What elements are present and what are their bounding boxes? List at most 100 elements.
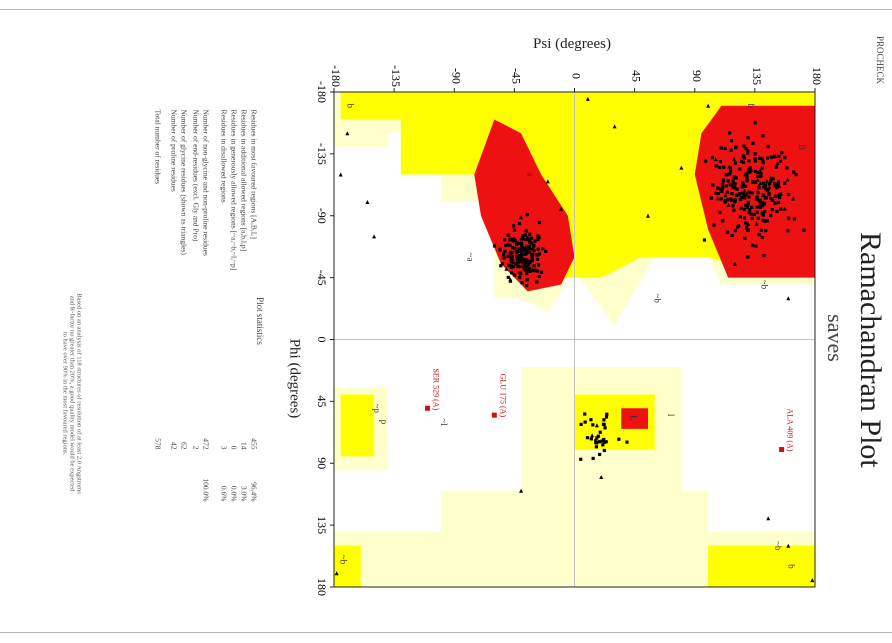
glycine-point [758,181,763,186]
glycine-point [523,245,528,250]
glycine-point [761,192,766,197]
residue-point [516,260,520,264]
residue-point [602,437,606,442]
residue-point [524,268,528,272]
stray-point [679,165,684,170]
residue-point [516,265,520,269]
residue-point [735,187,739,191]
residue-point [786,216,791,220]
glycine-point [509,252,514,257]
residue-point [765,219,770,223]
region-label: ~b [339,555,349,565]
glycine-point [765,179,770,184]
residue-point [769,179,773,183]
residue-point [595,436,599,440]
residue-point [745,171,749,176]
residue-point [766,144,770,149]
residue-points [334,96,815,583]
residue-point [738,197,742,202]
stats-row-label: Number of non-glycine and non-proline re… [201,109,211,256]
residue-point [724,184,728,188]
stray-point [585,96,590,101]
residue-point [536,247,540,251]
residue-point [775,186,779,190]
residue-point [524,229,528,233]
stats-footnote-3: to have over 90% in the most favoured re… [61,331,69,456]
residue-point [792,170,796,174]
residue-point [756,216,760,220]
residue-point [517,258,521,262]
residue-point [744,184,748,188]
psi-tick-label: 0 [570,73,584,79]
residue-point [760,157,764,161]
residue-point [753,152,757,156]
stray-point [786,543,791,548]
phi-tick-label: -45 [315,270,329,286]
residue-point [524,233,528,237]
stats-row-count: 472 [201,438,211,450]
stray-point [786,296,791,301]
labeled-residue-point [491,412,497,418]
residue-point [513,246,517,250]
residue-point [504,243,508,248]
residue-point [732,183,736,187]
residue-point [530,258,534,263]
residue-point [733,200,737,204]
psi-tick-label: 135 [750,67,764,85]
stray-point [519,488,524,493]
glycine-point [745,150,750,155]
residue-point [749,212,753,216]
residue-point [720,183,725,187]
residue-point [743,236,747,240]
residue-point [754,197,758,202]
residue-point [755,210,759,214]
residue-point [712,223,716,227]
residue-point [511,264,516,269]
residue-point [598,452,602,457]
residue-point [530,257,534,261]
phi-tick-label: 135 [315,516,329,534]
stray-point [645,213,650,218]
residue-point [625,440,629,444]
residue-point [508,243,512,247]
residue-point [503,249,507,253]
residue-point [753,121,757,125]
region-label: a [526,173,536,177]
residue-point [745,226,749,230]
stray-point [706,103,711,108]
residue-point [509,257,513,261]
residue-point [742,207,746,212]
glycine-point [773,193,778,198]
residue-point [714,191,718,196]
stray-point [372,234,377,239]
residue-point [744,221,748,225]
residue-point [737,192,742,196]
stats-row-label: Number of proline residues [169,109,179,192]
phi-tick-label: 180 [315,578,329,596]
residue-point [526,237,530,241]
residue-point [769,176,774,180]
glycine-point [785,177,790,182]
residue-point [754,244,758,248]
labeled-residue-point [425,405,431,411]
region-allowed-p [340,394,375,457]
residue-point [747,210,751,215]
residue-point [510,246,515,250]
residue-point [763,219,767,223]
x-axis-label: Phi (degrees) [286,338,303,419]
psi-tick-label: 45 [630,70,644,82]
residue-point [760,235,764,240]
residue-point [783,181,787,185]
residue-point [726,230,730,234]
residue-point [753,157,757,161]
residue-point [536,237,540,242]
psi-tick-label: -45 [509,68,523,84]
axis-ticks: -180 -135 -90 -45 0 45 90 135 180 -180 -135 -90 -45 0… [315,65,824,596]
residue-point [723,200,727,204]
residue-point [761,160,765,165]
stats-row-percent: 96.4% [249,482,259,502]
residue-point [721,178,726,182]
phi-tick-label: 90 [315,457,329,469]
residue-point [524,258,529,262]
residue-point [753,159,757,163]
